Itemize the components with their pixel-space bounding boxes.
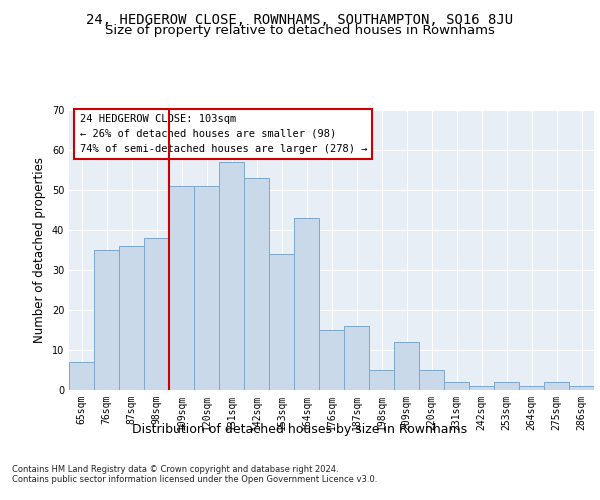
Bar bbox=[569, 386, 594, 390]
Bar bbox=[169, 186, 194, 390]
Text: Distribution of detached houses by size in Rownhams: Distribution of detached houses by size … bbox=[133, 422, 467, 436]
Text: Contains public sector information licensed under the Open Government Licence v3: Contains public sector information licen… bbox=[12, 475, 377, 484]
Bar bbox=[269, 254, 294, 390]
Bar bbox=[69, 362, 94, 390]
Bar bbox=[544, 382, 569, 390]
Bar bbox=[369, 370, 394, 390]
Bar bbox=[494, 382, 519, 390]
Bar bbox=[294, 218, 319, 390]
Bar bbox=[519, 386, 544, 390]
Text: Size of property relative to detached houses in Rownhams: Size of property relative to detached ho… bbox=[105, 24, 495, 37]
Bar bbox=[394, 342, 419, 390]
Bar bbox=[144, 238, 169, 390]
Bar bbox=[319, 330, 344, 390]
Bar bbox=[219, 162, 244, 390]
Bar bbox=[344, 326, 369, 390]
Bar bbox=[444, 382, 469, 390]
Text: 24 HEDGEROW CLOSE: 103sqm
← 26% of detached houses are smaller (98)
74% of semi-: 24 HEDGEROW CLOSE: 103sqm ← 26% of detac… bbox=[79, 114, 367, 154]
Bar bbox=[194, 186, 219, 390]
Bar bbox=[94, 250, 119, 390]
Y-axis label: Number of detached properties: Number of detached properties bbox=[33, 157, 46, 343]
Bar bbox=[419, 370, 444, 390]
Bar bbox=[469, 386, 494, 390]
Bar bbox=[244, 178, 269, 390]
Bar bbox=[119, 246, 144, 390]
Text: Contains HM Land Registry data © Crown copyright and database right 2024.: Contains HM Land Registry data © Crown c… bbox=[12, 465, 338, 474]
Text: 24, HEDGEROW CLOSE, ROWNHAMS, SOUTHAMPTON, SO16 8JU: 24, HEDGEROW CLOSE, ROWNHAMS, SOUTHAMPTO… bbox=[86, 12, 514, 26]
